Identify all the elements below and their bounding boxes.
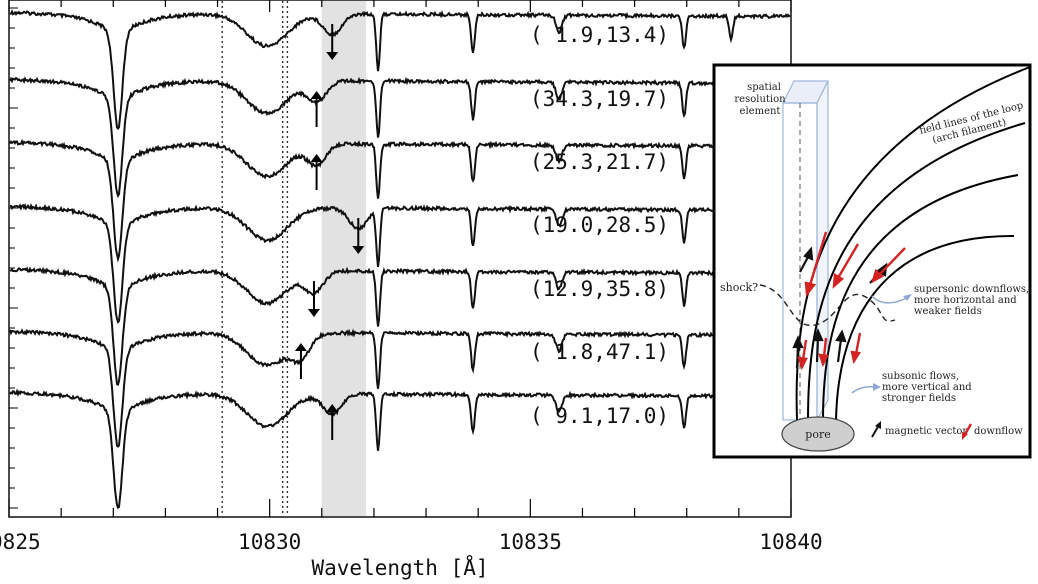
spectra-series — [9, 9, 791, 510]
shaded-band — [321, 1, 367, 516]
x-ticks: 10825 10830 10835 10840 — [0, 0, 823, 554]
coord-label-6: ( 9.1,17.0) — [530, 404, 669, 428]
shift-arrow-3-icon — [352, 218, 365, 254]
legend: magnetic vector downflow — [871, 421, 1023, 440]
subsonic-pointer-head-icon — [873, 383, 881, 391]
subsonic-label-1: subsonic flows, — [882, 371, 959, 382]
x-tick-label-1: 10830 — [238, 530, 301, 554]
shift-arrows — [294, 24, 365, 440]
shock-curve — [759, 284, 896, 326]
resolution-label-1: spatial — [747, 82, 781, 93]
subsonic-label-2: more vertical and — [882, 382, 972, 393]
x-tick-label-2: 10835 — [499, 530, 562, 554]
resolution-label-2: resolution — [734, 94, 786, 105]
y-ticks — [9, 7, 18, 509]
spectrum-line-4 — [9, 266, 791, 387]
coord-label-3: (19.0,28.5) — [530, 213, 669, 237]
legend-downflow-label: downflow — [974, 426, 1023, 437]
reference-lines — [221, 1, 289, 516]
spectrum-line-5 — [9, 328, 791, 448]
coord-label-5: ( 1.8,47.1) — [530, 340, 669, 364]
inset-diagram: spatial resolution element field lines o… — [712, 63, 1032, 459]
x-axis-label: Wavelength [Å] — [311, 554, 488, 580]
shift-arrow-4-icon — [307, 281, 320, 317]
pore — [781, 416, 855, 452]
spectrum-line-6 — [9, 388, 791, 510]
x-tick-label-3: 10840 — [759, 530, 822, 554]
shift-arrow-0-icon — [326, 24, 339, 60]
supersonic-label-3: weaker fields — [914, 306, 982, 317]
coord-label-4: (12.9,35.8) — [530, 277, 669, 301]
supersonic-pointer-icon — [871, 295, 909, 304]
coord-label-0: ( 1.9,13.4) — [530, 23, 669, 47]
subsonic-label-3: stronger fields — [882, 393, 956, 404]
pore-label: pore — [805, 428, 830, 441]
x-tick-label-0: 10825 — [0, 530, 41, 554]
shift-arrow-2-icon — [310, 154, 323, 190]
supersonic-pointer-head-icon — [903, 294, 912, 301]
plot-frame — [8, 0, 792, 518]
coord-label-1: (34.3,19.7) — [530, 87, 669, 111]
shift-arrow-1-icon — [310, 91, 323, 127]
field-lines — [795, 66, 1031, 421]
spectrum-line-2 — [9, 138, 791, 263]
coord-label-2: (25.3,21.7) — [530, 150, 669, 174]
supersonic-label-1: supersonic downflows, — [914, 284, 1029, 295]
legend-magnetic-label: magnetic vector — [885, 426, 967, 437]
downflow-arrows — [797, 231, 906, 371]
spectrum-line-0 — [9, 9, 791, 131]
coordinate-labels: ( 1.9,13.4) (34.3,19.7) (25.3,21.7) (19.0,2… — [530, 23, 669, 428]
shock-label: shock? — [720, 281, 758, 294]
inset-frame — [712, 63, 1032, 459]
spectrum-line-3 — [9, 202, 791, 324]
shift-arrow-6-icon — [326, 404, 339, 440]
resolution-label-3: element — [740, 106, 781, 117]
supersonic-label-2: more horizontal and — [914, 295, 1017, 306]
spectrum-line-1 — [9, 76, 791, 199]
shift-arrow-5-icon — [294, 343, 307, 379]
